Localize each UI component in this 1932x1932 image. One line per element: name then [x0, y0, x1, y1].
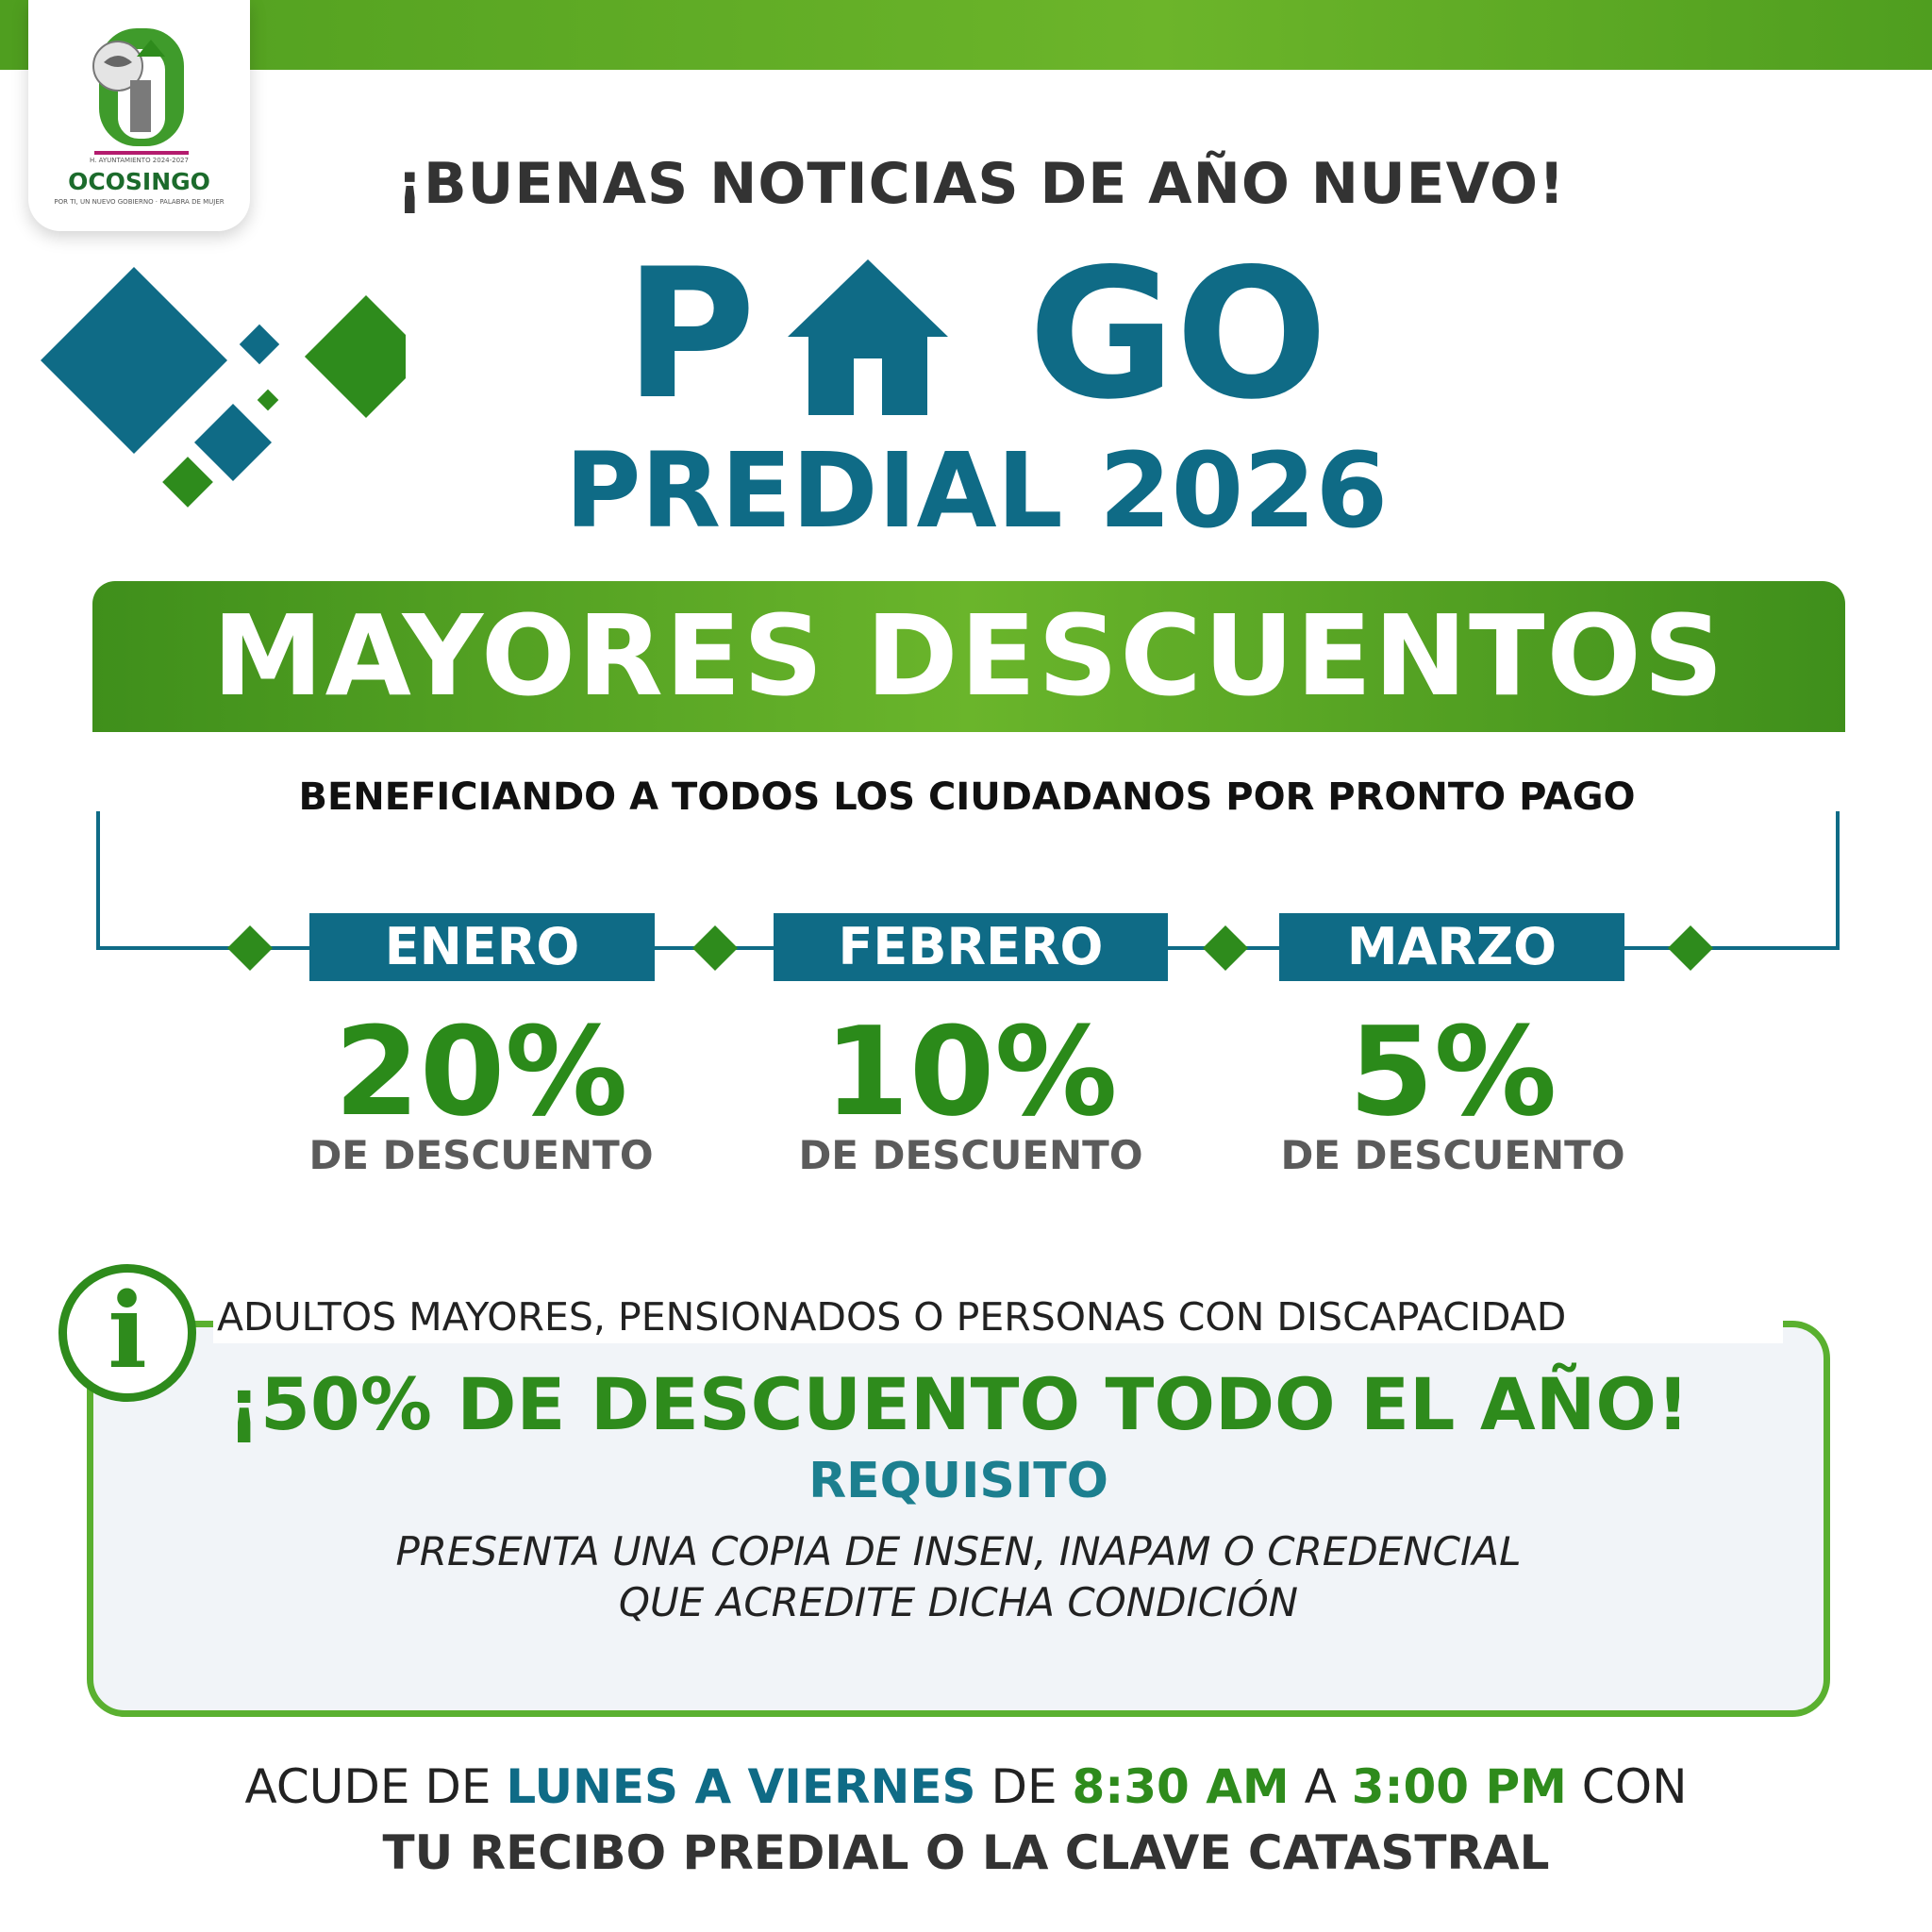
municipality-logo: H. AYUNTAMIENTO 2024-2027 OCOSINGO POR T…: [28, 0, 250, 231]
footer-start-time: 8:30 AM: [1072, 1759, 1290, 1814]
logo-emblem-icon: [92, 28, 189, 155]
logo-slogan: POR TI, UN NUEVO GOBIERNO · PALABRA DE M…: [54, 198, 225, 206]
percent-febrero: 10%: [824, 1000, 1118, 1143]
logo-subtitle: H. AYUNTAMIENTO 2024-2027: [90, 157, 189, 164]
title-pago-go: GO: [1028, 230, 1328, 439]
logo-name: OCOSINGO: [68, 168, 210, 195]
info-icon: [58, 1264, 196, 1402]
footer-schedule: ACUDE DE LUNES A VIERNES DE 8:30 AM A 3:…: [57, 1757, 1875, 1817]
info-offer: ¡50% DE DESCUENTO TODO EL AÑO!: [227, 1362, 1690, 1446]
footer-a: A: [1304, 1759, 1337, 1814]
footer-acude: ACUDE DE: [244, 1759, 491, 1814]
banner-text: MAYORES DESCUENTOS: [212, 591, 1725, 721]
requisito-text: PRESENTA UNA COPIA DE INSEN, INAPAM O CR…: [87, 1526, 1830, 1628]
footer-requirement: TU RECIBO PREDIAL O LA CLAVE CATASTRAL: [382, 1825, 1550, 1880]
desc-marzo: DE DESCUENTO: [1280, 1132, 1625, 1178]
house-icon: [788, 259, 948, 415]
footer-con: CON: [1581, 1759, 1688, 1814]
title-pago-p: P: [625, 230, 757, 439]
decorative-diamonds-icon: [41, 267, 406, 508]
month-tab-marzo: MARZO: [1279, 913, 1624, 981]
footer-days: LUNES A VIERNES: [506, 1759, 976, 1814]
info-audience: ADULTOS MAYORES, PENSIONADOS O PERSONAS …: [213, 1291, 1783, 1343]
requisito-line-1: PRESENTA UNA COPIA DE INSEN, INAPAM O CR…: [395, 1528, 1522, 1574]
footer-end-time: 3:00 PM: [1351, 1759, 1567, 1814]
percent-enero: 20%: [334, 1000, 628, 1143]
desc-enero: DE DESCUENTO: [308, 1132, 654, 1178]
footer-de: DE: [991, 1759, 1058, 1814]
info-icon-glyph: i: [108, 1270, 147, 1391]
percent-marzo: 5%: [1348, 1000, 1557, 1143]
discount-banner: [92, 581, 1845, 732]
month-tab-febrero: FEBRERO: [774, 913, 1168, 981]
month-tab-enero: ENERO: [309, 913, 655, 981]
requisito-label: REQUISITO: [808, 1453, 1108, 1509]
title-predial: PREDIAL 2026: [564, 430, 1389, 551]
requisito-line-2: QUE ACREDITE DICHA CONDICIÓN: [618, 1579, 1299, 1625]
subtitle: BENEFICIANDO A TODOS LOS CIUDADANOS POR …: [298, 775, 1636, 819]
headline: ¡BUENAS NOTICIAS DE AÑO NUEVO!: [396, 151, 1566, 217]
top-green-bar: [0, 0, 1932, 70]
desc-febrero: DE DESCUENTO: [798, 1132, 1143, 1178]
